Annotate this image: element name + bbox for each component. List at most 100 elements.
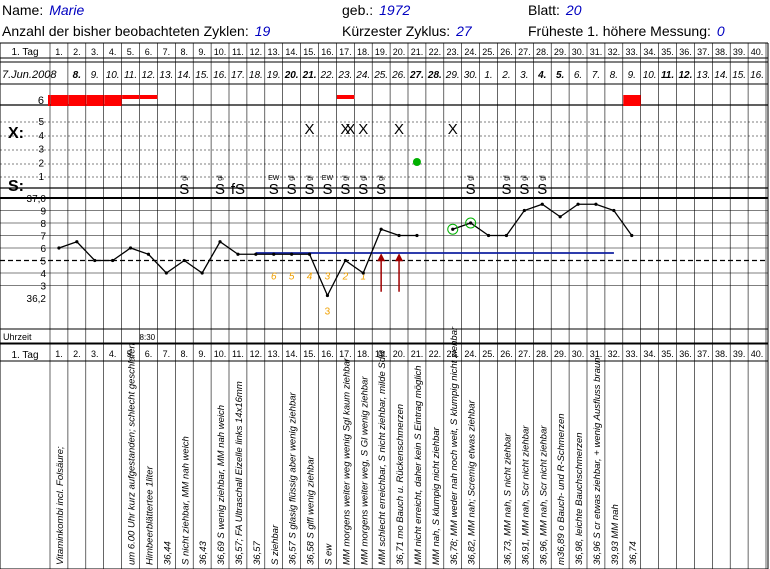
date-label: 1. — [484, 70, 492, 81]
date-label: 9. — [628, 70, 636, 81]
day-note: MM morgens weiter weg wenig Sgl kaum zie… — [341, 357, 352, 565]
day-number: 8. — [180, 47, 188, 57]
day-number: 38. — [715, 47, 728, 57]
s-mark: S — [519, 181, 529, 198]
date-label: 4. — [537, 70, 546, 81]
temperature-point — [594, 202, 598, 206]
day-number-bottom: 16. — [321, 349, 334, 359]
day-note: 36,96, MM nah, Scr nicht ziehbar — [538, 425, 549, 565]
day-note: 36,57; FA Ultraschall Eizelle links 14x1… — [234, 381, 245, 565]
day-number: 16. — [321, 47, 334, 57]
date-label: 18. — [249, 70, 263, 81]
day-number-bottom: 21. — [411, 349, 424, 359]
day-note: m36,89 o Bauch- und R-Schmerzen — [556, 413, 567, 565]
day-number: 21. — [411, 47, 424, 57]
uhrzeit-note: 8:30 — [140, 333, 156, 342]
day-number-bottom: 14. — [285, 349, 298, 359]
day-number: 40. — [751, 47, 764, 57]
day-number: 30. — [572, 47, 585, 57]
temperature-point — [522, 208, 526, 213]
day-number: 36. — [679, 47, 692, 57]
date-label: 9. — [91, 70, 99, 81]
day-note: 36,98, leichte Bauchschmerzen — [574, 432, 585, 565]
day-number-bottom: 13. — [267, 349, 280, 359]
day-number-bottom: 33. — [625, 349, 638, 359]
s-mark-note: gl — [468, 175, 475, 181]
day-number-bottom: 38. — [715, 349, 728, 359]
temperature-curve — [57, 202, 634, 298]
s-mark: S — [501, 181, 511, 198]
day-number-bottom: 6. — [145, 349, 153, 359]
date-label: 23. — [337, 70, 352, 81]
day-number: 31. — [590, 47, 603, 57]
green-dot — [412, 158, 421, 166]
day-number: 13. — [267, 47, 280, 57]
date-label: 27. — [409, 70, 424, 81]
temperature-point — [93, 258, 97, 263]
day-number-bottom: 1. — [55, 349, 63, 359]
temperature-point — [290, 252, 294, 256]
day-number-bottom: 17. — [339, 349, 352, 359]
day-note: MM nah, S klumpig nicht ziehbar — [431, 426, 442, 565]
day-number: 20. — [393, 47, 406, 57]
day-number: 35. — [661, 47, 674, 57]
day-number: 2. — [73, 47, 81, 57]
earliest-label: Früheste 1. höhere Messung: — [528, 23, 711, 39]
temp-scale-label: 6 — [40, 244, 46, 255]
bleeding-scale-label: 6 — [38, 95, 44, 107]
temperature-point — [236, 252, 240, 256]
temp-scale-label: 7 — [40, 232, 46, 243]
day-number-bottom: 15. — [303, 349, 316, 359]
bleeding-bar — [50, 95, 68, 106]
bleeding-bar — [86, 95, 104, 106]
day-number-bottom: 40. — [751, 349, 764, 359]
s-mark-note: gl — [342, 175, 349, 181]
shortest-label: Kürzester Zyklus: — [342, 23, 451, 39]
day-number: 19. — [375, 47, 388, 57]
s-mark: S — [305, 181, 315, 198]
temp-top-label: 37,0 — [27, 194, 47, 205]
born-field: geb.: 1972 — [342, 2, 410, 18]
day-note: um 6.00 Uhr kurz aufgestanden; schlecht … — [127, 343, 138, 565]
date-label: 10. — [106, 70, 120, 81]
day-number: 24. — [464, 47, 477, 57]
uhrzeit-label: Uhrzeit — [3, 332, 32, 342]
shortest-cycle-field: Kürzester Zyklus: 27 — [342, 23, 472, 39]
day-number: 39. — [733, 47, 746, 57]
date-label: 11. — [124, 70, 137, 81]
day-note: 36,82, MM nah; Scremig etwas ziehbar — [467, 399, 478, 565]
x-mark: X — [345, 121, 355, 138]
temperature-point — [146, 252, 151, 256]
date-label: 24. — [355, 70, 370, 81]
temperature-point — [325, 293, 330, 298]
day-number-bottom: 26. — [500, 349, 513, 359]
s-mark: S — [287, 181, 297, 198]
bleeding-bar — [68, 95, 86, 106]
day-number: 28. — [536, 47, 549, 57]
count-number: 4 — [307, 271, 313, 282]
born-value: 1972 — [379, 2, 411, 18]
temperature-point — [343, 258, 347, 263]
count-number: 2 — [342, 271, 349, 282]
day-number: 1. — [55, 47, 63, 57]
name-value: Marie — [49, 2, 85, 18]
day-note: 36,44 — [162, 541, 173, 565]
sheet-label: Blatt: — [528, 2, 560, 18]
cycles-value: 19 — [254, 23, 271, 39]
x-row-label: X: — [8, 125, 24, 142]
bleeding-bar — [122, 95, 140, 99]
s-mark: S — [179, 181, 189, 198]
up-arrow-head — [377, 253, 386, 262]
bleeding-bar — [623, 95, 641, 106]
name-field: Name: Marie — [2, 2, 84, 18]
date-label: 12. — [678, 70, 692, 81]
temperature-point — [612, 208, 616, 213]
day-note: 36,74 — [628, 541, 639, 565]
x-scale-label: 5 — [38, 117, 44, 128]
day-note: S ziehbar — [270, 524, 281, 565]
up-arrow-head — [395, 253, 404, 262]
sheet-value: 20 — [565, 2, 582, 18]
day-number: 37. — [697, 47, 710, 57]
cycles-field: Anzahl der bisher beobachteten Zyklen: 19 — [2, 23, 270, 39]
temp-scale-label: 3 — [40, 282, 46, 293]
